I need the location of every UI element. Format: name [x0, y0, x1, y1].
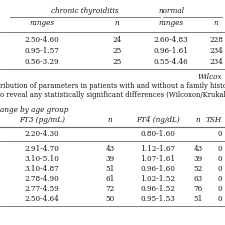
Text: 0.55-4.46: 0.55-4.46: [154, 58, 188, 66]
Text: 0: 0: [217, 175, 222, 183]
Text: 228: 228: [209, 36, 223, 44]
Text: 61: 61: [105, 175, 115, 183]
Text: FT4 (ng/dL): FT4 (ng/dL): [136, 116, 180, 124]
Text: 0: 0: [217, 130, 222, 138]
Text: chronic thyroiditis: chronic thyroiditis: [51, 7, 119, 15]
Text: 2.77-4.59: 2.77-4.59: [25, 185, 59, 193]
Text: n: n: [108, 116, 112, 124]
Text: 0.80-1.60: 0.80-1.60: [141, 130, 176, 138]
Text: FT3 (pg/mL): FT3 (pg/mL): [19, 116, 65, 124]
Text: 1.12-1.67: 1.12-1.67: [140, 145, 176, 153]
Text: 234: 234: [209, 58, 223, 66]
Text: 2.50-4.60: 2.50-4.60: [25, 36, 59, 44]
Text: 51: 51: [105, 165, 115, 173]
Text: 43: 43: [106, 145, 115, 153]
Text: 0.96-1.61: 0.96-1.61: [153, 47, 189, 55]
Text: 39: 39: [106, 155, 115, 163]
Text: 39: 39: [194, 155, 202, 163]
Text: 0.95-1.53: 0.95-1.53: [141, 195, 175, 203]
Text: Wilcox: Wilcox: [197, 73, 222, 81]
Text: normal: normal: [159, 7, 185, 15]
Text: TSH: TSH: [206, 116, 222, 124]
Text: 0.96-1.52: 0.96-1.52: [141, 185, 176, 193]
Text: ranges: ranges: [29, 19, 54, 27]
Text: 25: 25: [112, 58, 122, 66]
Text: 3.10-5.10: 3.10-5.10: [25, 155, 59, 163]
Text: 1.02-1.52: 1.02-1.52: [140, 175, 176, 183]
Text: 3.10-4.87: 3.10-4.87: [25, 165, 59, 173]
Text: 1.07-1.61: 1.07-1.61: [140, 155, 176, 163]
Text: ranges: ranges: [158, 19, 184, 27]
Text: n: n: [214, 19, 218, 27]
Text: 0: 0: [217, 185, 222, 193]
Text: ange by age group: ange by age group: [0, 106, 68, 114]
Text: 0.56-3.29: 0.56-3.29: [25, 58, 59, 66]
Text: 24: 24: [112, 36, 122, 44]
Text: ribution of parameters in patients with and without a family history: ribution of parameters in patients with …: [0, 82, 225, 90]
Text: 51: 51: [193, 195, 203, 203]
Text: 2.78-4.90: 2.78-4.90: [25, 175, 59, 183]
Text: 0: 0: [217, 165, 222, 173]
Text: 43: 43: [194, 145, 202, 153]
Text: o reveal any statistically significant differences (Wilcoxon/Krukal-: o reveal any statistically significant d…: [0, 91, 225, 99]
Text: 0: 0: [217, 195, 222, 203]
Text: 72: 72: [105, 185, 115, 193]
Text: 0: 0: [217, 155, 222, 163]
Text: 234: 234: [209, 47, 223, 55]
Text: 63: 63: [194, 175, 202, 183]
Text: n: n: [196, 116, 200, 124]
Text: 0.95-1.57: 0.95-1.57: [25, 47, 59, 55]
Text: 0.96-1.60: 0.96-1.60: [141, 165, 176, 173]
Text: 25: 25: [112, 47, 122, 55]
Text: 2.60-4.83: 2.60-4.83: [154, 36, 188, 44]
Text: 2.20-4.30: 2.20-4.30: [25, 130, 59, 138]
Text: n: n: [115, 19, 119, 27]
Text: 52: 52: [193, 165, 203, 173]
Text: 2.91-4.70: 2.91-4.70: [25, 145, 59, 153]
Text: 50: 50: [105, 195, 115, 203]
Text: 0: 0: [217, 145, 222, 153]
Text: 2.50-4.64: 2.50-4.64: [25, 195, 59, 203]
Text: 76: 76: [193, 185, 203, 193]
